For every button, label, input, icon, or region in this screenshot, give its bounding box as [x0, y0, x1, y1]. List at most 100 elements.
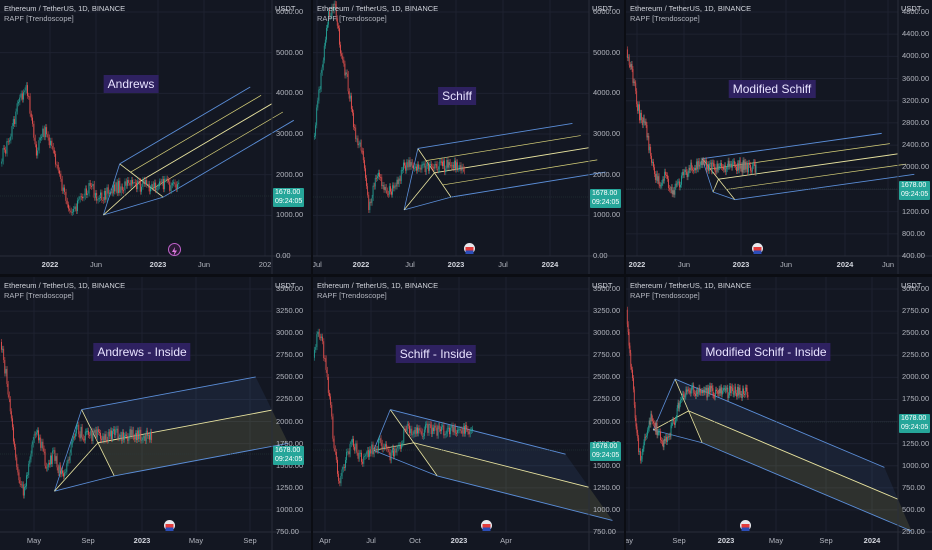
flag-icon[interactable]	[481, 520, 492, 531]
lightning-icon[interactable]	[168, 243, 181, 256]
candle-body	[641, 120, 643, 126]
candle-body	[753, 162, 755, 164]
candle-body	[426, 164, 428, 166]
candle-body	[109, 430, 111, 437]
chart-panel-6[interactable]: Ethereum / TetherUS, 1D, BINANCE RAPF [Tr…	[626, 277, 932, 550]
candle-body	[677, 182, 679, 184]
indicator-name[interactable]: RAPF [Trendoscope]	[4, 14, 74, 23]
candle-body	[322, 60, 324, 68]
symbol-title[interactable]: Ethereum / TetherUS, 1D, BINANCE	[630, 4, 752, 13]
candle-body	[362, 461, 363, 464]
price-tick-label: 3500.00	[276, 284, 304, 293]
symbol-title[interactable]: Ethereum / TetherUS, 1D, BINANCE	[4, 4, 126, 13]
candle-body	[429, 165, 430, 171]
chart-panel-1[interactable]: Ethereum / TetherUS, 1D, BINANCE RAPF [Tr…	[0, 0, 311, 274]
price-chart[interactable]	[626, 277, 932, 550]
candle-body	[678, 181, 680, 183]
chart-panel-2[interactable]: Ethereum / TetherUS, 1D, BINANCE RAPF [Tr…	[313, 0, 624, 274]
candle-body	[155, 182, 157, 191]
candle-body	[707, 387, 709, 398]
candle-body	[375, 448, 377, 451]
candle-body	[345, 460, 346, 468]
candle-body	[436, 164, 438, 171]
candle-body	[648, 135, 650, 151]
candle-body	[374, 448, 376, 451]
candle-body	[711, 386, 713, 389]
candle-body	[365, 168, 366, 178]
chart-panel-4[interactable]: Ethereum / TetherUS, 1D, BINANCE RAPF [Tr…	[0, 277, 311, 550]
flag-icon[interactable]	[752, 243, 763, 254]
symbol-title[interactable]: Ethereum / TetherUS, 1D, BINANCE	[4, 281, 126, 290]
flag-icon[interactable]	[464, 243, 475, 254]
candle-body	[358, 143, 360, 146]
candle-body	[707, 164, 708, 170]
candle-body	[435, 425, 437, 428]
candle-body	[717, 392, 719, 394]
candle-body	[461, 166, 463, 171]
candle-body	[677, 402, 679, 409]
candle-body	[704, 389, 706, 393]
chart-panel-5[interactable]: Ethereum / TetherUS, 1D, BINANCE RAPF [Tr…	[313, 277, 624, 550]
candle-body	[332, 6, 334, 11]
candle-body	[127, 436, 129, 441]
indicator-name[interactable]: RAPF [Trendoscope]	[317, 291, 387, 300]
candle-body	[665, 171, 666, 175]
candle-body	[360, 142, 362, 151]
candle-body	[79, 196, 81, 200]
chart-header: Ethereum / TetherUS, 1D, BINANCE RAPF [Tr…	[317, 281, 438, 301]
pitchfork-upper-line	[702, 132, 882, 160]
candle-body	[681, 393, 683, 399]
candle-body	[54, 450, 56, 461]
price-chart[interactable]	[313, 277, 624, 550]
candle-body	[687, 389, 688, 392]
candle-body	[142, 179, 144, 187]
panel-divider[interactable]	[0, 274, 932, 277]
candle-body	[106, 439, 108, 441]
candle-body	[116, 428, 118, 430]
candle-body	[339, 28, 340, 45]
candle-body	[329, 11, 331, 17]
candle-body	[651, 413, 653, 419]
indicator-name[interactable]: RAPF [Trendoscope]	[317, 14, 387, 23]
symbol-title[interactable]: Ethereum / TetherUS, 1D, BINANCE	[630, 281, 752, 290]
candle-body	[653, 423, 655, 425]
price-chart[interactable]	[0, 0, 311, 274]
candle-body	[89, 434, 91, 436]
indicator-name[interactable]: RAPF [Trendoscope]	[630, 291, 700, 300]
candle-body	[380, 177, 382, 179]
candle-body	[417, 427, 418, 434]
symbol-title[interactable]: Ethereum / TetherUS, 1D, BINANCE	[317, 4, 439, 13]
price-tick-label: 250.00	[902, 527, 925, 536]
price-chart[interactable]	[0, 277, 311, 550]
candle-body	[676, 408, 678, 419]
candle-body	[347, 451, 349, 453]
candle-body	[126, 180, 128, 186]
flag-icon[interactable]	[164, 520, 175, 531]
pitchfork-median-line	[413, 442, 590, 488]
countdown-timer: 09:24:05	[901, 423, 929, 431]
symbol-title[interactable]: Ethereum / TetherUS, 1D, BINANCE	[317, 281, 439, 290]
price-tick-label: 2250.00	[276, 394, 304, 404]
chart-panel-3[interactable]: Ethereum / TetherUS, 1D, BINANCE RAPF [Tr…	[626, 0, 932, 274]
candle-body	[431, 164, 432, 167]
price-tick-label: 4000.00	[593, 88, 621, 98]
time-tick-label: Jul	[405, 260, 415, 269]
flag-icon[interactable]	[740, 520, 751, 531]
candle-body	[174, 182, 176, 185]
candle-body	[711, 162, 713, 172]
candle-body	[730, 386, 731, 394]
candle-body	[637, 104, 638, 111]
candle-body	[320, 72, 322, 90]
candle-body	[51, 455, 52, 464]
indicator-name[interactable]: RAPF [Trendoscope]	[4, 291, 74, 300]
price-chart[interactable]	[626, 0, 932, 274]
indicator-name[interactable]: RAPF [Trendoscope]	[630, 14, 700, 23]
candle-body	[330, 15, 332, 17]
candle-body	[705, 160, 707, 163]
candle-body	[345, 72, 347, 76]
candle-body	[719, 388, 721, 394]
candle-body	[335, 451, 337, 460]
candle-body	[723, 165, 725, 170]
candle-body	[391, 447, 393, 453]
price-chart[interactable]	[313, 0, 624, 274]
